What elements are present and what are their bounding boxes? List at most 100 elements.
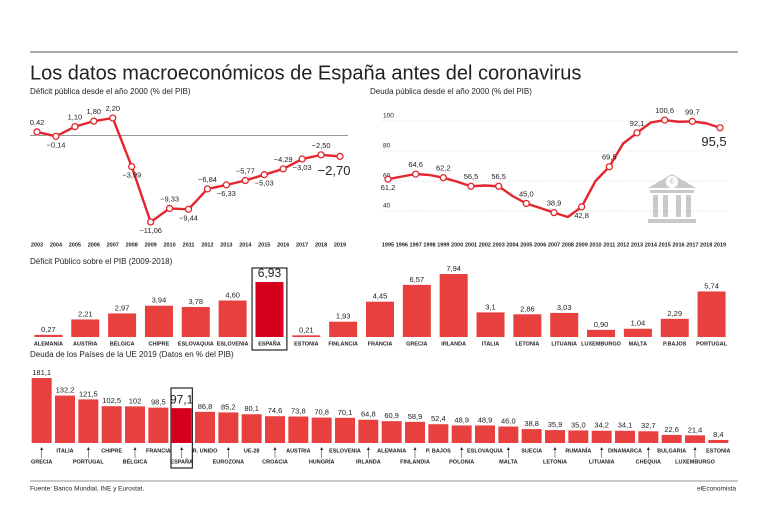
bar — [685, 435, 705, 443]
bar — [218, 300, 247, 337]
value-label: −6,33 — [217, 189, 236, 198]
value-label: 6,93 — [258, 266, 282, 280]
value-label: 69,5 — [602, 153, 617, 162]
category-label: LITUANIA — [551, 341, 577, 347]
bar — [241, 414, 262, 443]
x-tick-label: 2015 — [659, 242, 671, 248]
x-tick-label: 2000 — [451, 242, 463, 248]
value-label: 42,8 — [574, 211, 589, 220]
chart-subtitle: Déficit pública desde el año 2000 (% del… — [30, 87, 191, 96]
point — [241, 176, 249, 185]
highlight-box — [251, 267, 288, 351]
value-label: 52,4 — [431, 414, 446, 423]
point — [90, 117, 98, 125]
y-tick-label: 100 — [383, 113, 394, 120]
x-tick-label: 2019 — [334, 242, 346, 248]
category-label: CHEQUIA — [636, 459, 661, 465]
bar — [550, 312, 579, 337]
value-label: 48,9 — [478, 415, 493, 424]
value-label: 1,04 — [631, 319, 646, 328]
point — [412, 170, 420, 178]
x-tick-label: 2010 — [163, 242, 175, 248]
category-label: P.BAJOS — [663, 341, 687, 347]
point — [384, 175, 392, 183]
x-tick-label: 2005 — [520, 242, 532, 248]
label-pointer-head — [693, 447, 697, 450]
bar — [587, 329, 616, 337]
bar — [661, 434, 682, 443]
value-label: −11,06 — [139, 226, 162, 235]
bar — [34, 334, 63, 337]
category-label: GRECIA — [31, 459, 52, 465]
point — [203, 185, 212, 193]
value-label: 3,78 — [188, 297, 203, 306]
point — [146, 218, 155, 226]
bar — [329, 321, 358, 337]
bar — [476, 312, 505, 337]
point — [222, 181, 231, 189]
x-tick-label: 2013 — [631, 242, 643, 248]
value-label: 80,1 — [244, 404, 259, 413]
point — [716, 124, 724, 132]
bar — [402, 284, 431, 337]
x-tick-label: 2011 — [603, 242, 615, 248]
euro-symbol: € — [670, 177, 675, 186]
value-label: 70,8 — [314, 408, 329, 417]
value-label: −9,44 — [179, 213, 198, 222]
x-tick-label: 2018 — [315, 242, 327, 248]
value-label: 2,21 — [78, 309, 93, 318]
value-label: −3,03 — [293, 163, 312, 172]
label-pointer-head — [180, 447, 184, 450]
category-label: ALEMANIA — [377, 448, 406, 454]
point — [298, 155, 306, 163]
value-label: 3,94 — [152, 296, 167, 305]
x-tick-label: 1997 — [410, 242, 422, 248]
chart-subtitle: Deuda de los Países de la UE 2019 (Datos… — [30, 350, 234, 359]
bar — [171, 408, 192, 443]
category-label: PORTUGAL — [73, 459, 105, 465]
value-label: 0,27 — [41, 325, 56, 334]
bar — [78, 399, 99, 443]
x-tick-label: 1996 — [396, 242, 408, 248]
label-pointer-head — [86, 447, 90, 450]
category-label: FINLANCIA — [328, 341, 358, 347]
value-label: 5,74 — [704, 281, 719, 290]
value-label: 45,0 — [519, 189, 534, 198]
x-tick-label: 2002 — [479, 242, 491, 248]
value-label: 7,94 — [446, 264, 461, 273]
label-pointer-head — [133, 447, 137, 450]
category-label: ESTONIA — [294, 341, 318, 347]
point — [550, 208, 558, 217]
value-label: −4,29 — [274, 155, 293, 164]
value-label: 46,0 — [501, 416, 516, 425]
value-label: 2,97 — [115, 303, 130, 312]
category-label: RUMANÍA — [565, 446, 591, 454]
value-label: 73,8 — [291, 406, 306, 415]
bar — [615, 430, 635, 443]
category-label: LETONIA — [543, 459, 567, 465]
label-pointer-head — [40, 447, 44, 450]
bar — [255, 282, 284, 337]
x-tick-label: 2016 — [672, 242, 684, 248]
value-label: 132,2 — [56, 386, 75, 395]
source: Fuente: Banco Mundial, INE y Eurostat. — [30, 486, 144, 493]
bar — [358, 419, 379, 443]
value-label: 0,90 — [594, 320, 609, 329]
chart-subtitle: Déficit Público sobre el PIB (2009-2018) — [30, 257, 173, 266]
bar — [638, 431, 659, 443]
x-tick-label: 2005 — [69, 242, 81, 248]
bar — [697, 291, 726, 337]
point — [336, 152, 344, 161]
x-tick-label: 2004 — [50, 242, 63, 248]
bar — [513, 314, 542, 337]
category-label: ITALIA — [56, 448, 73, 454]
x-tick-label: 2015 — [258, 242, 270, 248]
value-label: −9,33 — [160, 194, 179, 203]
category-label: ESPAÑA — [258, 340, 281, 347]
bar — [708, 439, 729, 443]
category-label: LUXEMBURGO — [581, 341, 621, 347]
bar — [292, 335, 321, 337]
category-label: GRECIA — [406, 341, 427, 347]
value-label: 70,1 — [338, 408, 353, 417]
